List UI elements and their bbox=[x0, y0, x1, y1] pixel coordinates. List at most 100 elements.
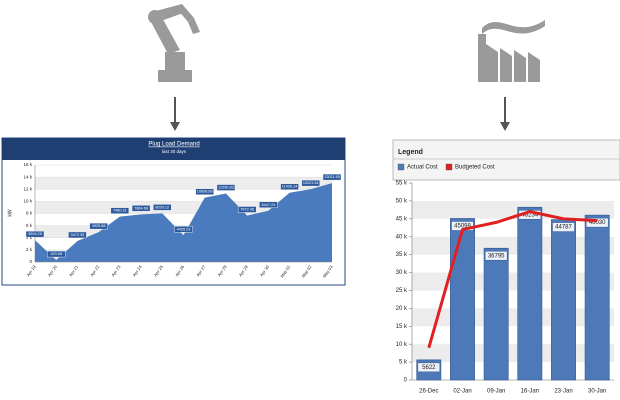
value-label: 11426.14 bbox=[282, 185, 298, 189]
grid-band bbox=[35, 201, 332, 214]
x-tick-label: 30-Jan bbox=[588, 389, 606, 395]
value-label-box bbox=[153, 204, 172, 211]
y-tick-label: 40 k bbox=[396, 234, 408, 240]
x-tick-label: Apr 19 bbox=[26, 264, 38, 278]
y-tick-label: 12 k bbox=[23, 186, 32, 191]
legend-label: Budgeted Cost bbox=[455, 165, 495, 171]
y-tick-label: 20 k bbox=[396, 306, 408, 312]
legend-swatch bbox=[397, 163, 405, 171]
x-tick-label: Apr 22 bbox=[89, 264, 101, 278]
value-label: 8020.12 bbox=[155, 205, 169, 209]
value-label: 4925.88 bbox=[92, 224, 106, 228]
value-label-box bbox=[322, 173, 342, 181]
x-tick-label: Apr 29 bbox=[238, 264, 250, 278]
x-tick-label: Apr 21 bbox=[68, 264, 80, 278]
legend-swatch bbox=[445, 163, 453, 171]
x-tick-label: Apr 27 bbox=[195, 264, 207, 278]
value-label: 13011.45 bbox=[324, 175, 340, 179]
y-tick-label: 4 k bbox=[26, 235, 33, 240]
x-tick-label: Apr 26 bbox=[174, 264, 186, 278]
legend-title: Legend bbox=[398, 149, 423, 156]
y-tick-label: 14 k bbox=[23, 174, 32, 179]
grid-band bbox=[412, 344, 614, 363]
value-label-box bbox=[301, 179, 320, 187]
value-label-box bbox=[237, 206, 257, 213]
y-tick-label: 0 bbox=[404, 378, 408, 384]
chart-subtitle: last 30 days bbox=[162, 149, 187, 154]
x-tick-label: Apr 20 bbox=[47, 264, 59, 278]
chart-header bbox=[2, 138, 345, 160]
value-label: 8447.24 bbox=[261, 203, 275, 207]
value-label-box bbox=[89, 222, 108, 230]
line bbox=[427, 210, 598, 349]
value-label-box bbox=[195, 188, 214, 195]
x-tick-label: 26-Dec bbox=[419, 389, 438, 395]
bar bbox=[584, 214, 610, 381]
x-tick-label: Apr 24 bbox=[132, 264, 144, 278]
value-label-box bbox=[25, 230, 45, 238]
y-tick-label: 16 k bbox=[23, 162, 32, 167]
grid-band bbox=[412, 236, 614, 255]
value-label-box bbox=[484, 250, 508, 261]
factory-icon bbox=[478, 20, 545, 82]
area bbox=[35, 183, 332, 262]
value-label-box bbox=[110, 207, 130, 214]
y-tick-label: 10 k bbox=[23, 199, 32, 204]
value-label-box bbox=[174, 226, 193, 233]
value-label-box bbox=[216, 184, 236, 191]
value-label-box bbox=[259, 201, 278, 208]
x-tick-label: Apr 23 bbox=[110, 264, 122, 278]
value-label-box bbox=[585, 217, 609, 228]
x-tick-label: Apr 25 bbox=[153, 264, 165, 278]
value-label: 7672.45 bbox=[240, 207, 254, 211]
value-label: 7864.68 bbox=[134, 206, 148, 210]
x-tick-label: 23-Jan bbox=[554, 389, 572, 395]
value-label: 4405.23 bbox=[177, 227, 191, 231]
x-tick-label: 02-Jan bbox=[453, 389, 471, 395]
x-tick-label: Apr 28 bbox=[216, 264, 228, 278]
value-label-box bbox=[47, 250, 66, 258]
y-axis-label: kW bbox=[7, 209, 13, 217]
y-tick-label: 55 k bbox=[396, 181, 408, 187]
y-tick-label: 30 k bbox=[396, 270, 408, 276]
value-label-box bbox=[280, 183, 299, 190]
value-label: 7480.31 bbox=[113, 209, 127, 213]
bar bbox=[450, 218, 475, 381]
value-label-box bbox=[68, 231, 87, 239]
bar bbox=[483, 247, 509, 381]
grid-band bbox=[412, 200, 614, 219]
chart-title: Plug Load Demand bbox=[148, 142, 199, 148]
robot-icon bbox=[148, 4, 200, 82]
y-tick-label: 6 k bbox=[26, 223, 33, 228]
y-tick-label: 8 k bbox=[26, 211, 33, 216]
y-tick-label: 15 k bbox=[396, 324, 408, 330]
bar bbox=[517, 206, 543, 381]
arrow-head bbox=[170, 122, 180, 131]
value-label: 11290.83 bbox=[218, 186, 234, 190]
value-label: 10608.89 bbox=[197, 190, 213, 194]
legend-label: Actual Cost bbox=[407, 165, 438, 171]
y-tick-label: 45 k bbox=[396, 216, 408, 222]
value-label: 12021.61 bbox=[303, 181, 319, 185]
value-label: 3472.35 bbox=[71, 233, 85, 237]
legend bbox=[392, 139, 620, 181]
value-label-box bbox=[131, 205, 151, 212]
y-tick-label: 0 bbox=[29, 259, 32, 264]
y-tick-label: 2 k bbox=[26, 247, 33, 252]
x-tick-label: Apr 30 bbox=[259, 264, 271, 278]
value-label: 46030 bbox=[589, 220, 606, 226]
value-label: 320.08 bbox=[50, 252, 62, 256]
value-label: 45098 bbox=[454, 224, 471, 230]
value-label: 3604.25 bbox=[28, 232, 42, 236]
x-tick-label: 16-Jan bbox=[521, 389, 539, 395]
value-label: 44787 bbox=[555, 225, 572, 231]
y-tick-label: 35 k bbox=[396, 252, 408, 258]
y-tick-label: 5 k bbox=[399, 360, 408, 366]
grid-band bbox=[35, 177, 332, 190]
x-tick-label: 09-Jan bbox=[487, 389, 505, 395]
value-label: 5622 bbox=[422, 365, 436, 371]
value-label-box bbox=[552, 222, 575, 232]
arrow-head bbox=[500, 122, 510, 131]
value-label: 36795 bbox=[488, 253, 505, 259]
